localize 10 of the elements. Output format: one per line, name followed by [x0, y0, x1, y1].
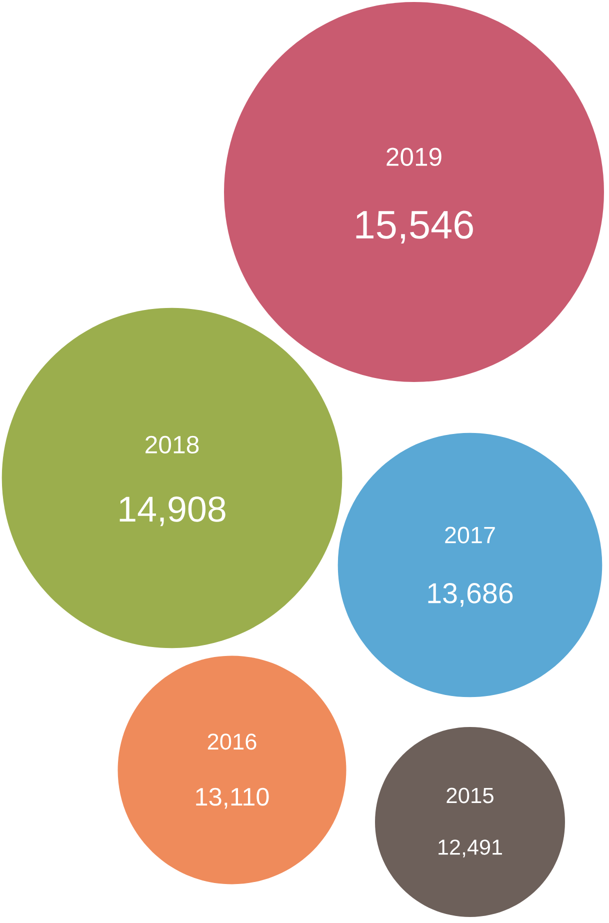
- category-label: 2017: [445, 526, 495, 544]
- data-label: 12,491: [438, 840, 502, 858]
- data-label: 13,110: [196, 788, 269, 809]
- category-label: 2015: [446, 788, 494, 804]
- data-label: 15,546: [356, 210, 473, 244]
- category-label: 2016: [208, 734, 256, 750]
- data-label: 13,686: [428, 583, 513, 607]
- category-label: 2019: [386, 148, 442, 166]
- data-label: 14,908: [120, 496, 226, 526]
- category-label: 2018: [146, 436, 199, 454]
